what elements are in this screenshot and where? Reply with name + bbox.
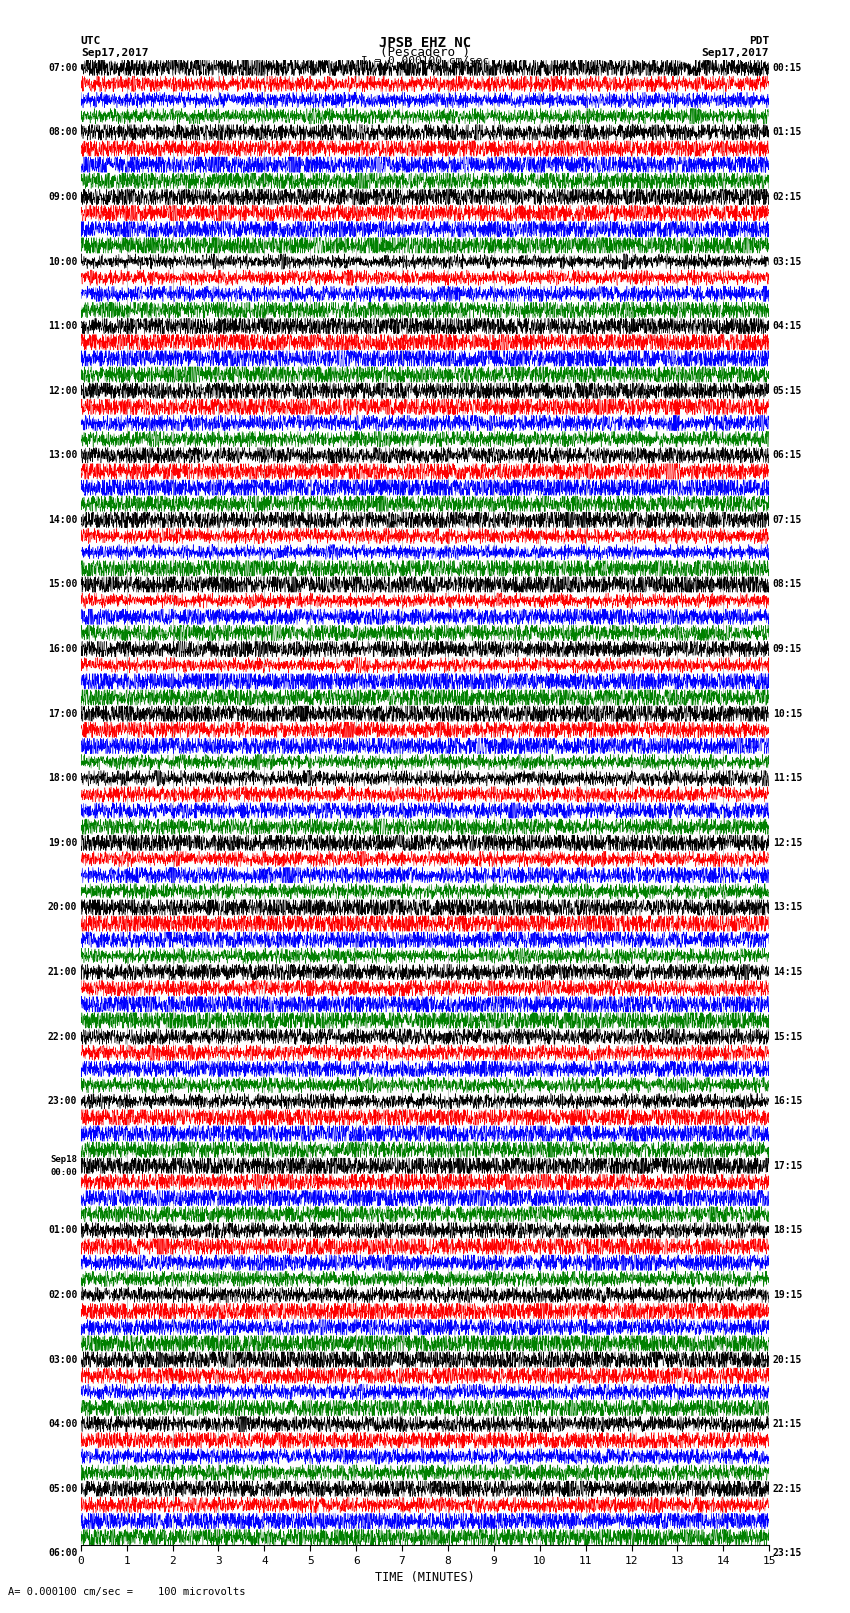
Text: 21:15: 21:15 — [773, 1419, 802, 1429]
Text: PDT: PDT — [749, 37, 769, 47]
Text: 18:15: 18:15 — [773, 1226, 802, 1236]
Text: Sep17,2017: Sep17,2017 — [81, 47, 148, 58]
Text: 12:00: 12:00 — [48, 386, 77, 395]
Text: 04:00: 04:00 — [48, 1419, 77, 1429]
Text: 04:15: 04:15 — [773, 321, 802, 331]
Text: Sep18: Sep18 — [50, 1155, 77, 1165]
Text: 18:00: 18:00 — [48, 773, 77, 784]
Text: UTC: UTC — [81, 37, 101, 47]
Text: 13:00: 13:00 — [48, 450, 77, 460]
Text: 20:15: 20:15 — [773, 1355, 802, 1365]
Text: I = 0.000100 cm/sec: I = 0.000100 cm/sec — [361, 56, 489, 66]
Text: 19:15: 19:15 — [773, 1290, 802, 1300]
Text: 00:15: 00:15 — [773, 63, 802, 73]
Text: 10:15: 10:15 — [773, 708, 802, 719]
Text: 17:00: 17:00 — [48, 708, 77, 719]
Text: 08:00: 08:00 — [48, 127, 77, 137]
Text: 03:00: 03:00 — [48, 1355, 77, 1365]
Text: 14:00: 14:00 — [48, 515, 77, 524]
Text: 08:15: 08:15 — [773, 579, 802, 589]
Text: 05:00: 05:00 — [48, 1484, 77, 1494]
Text: 03:15: 03:15 — [773, 256, 802, 266]
Text: 15:00: 15:00 — [48, 579, 77, 589]
Text: 16:15: 16:15 — [773, 1097, 802, 1107]
Text: 02:00: 02:00 — [48, 1290, 77, 1300]
Text: 02:15: 02:15 — [773, 192, 802, 202]
Text: 15:15: 15:15 — [773, 1032, 802, 1042]
Text: 07:15: 07:15 — [773, 515, 802, 524]
Text: 11:00: 11:00 — [48, 321, 77, 331]
Text: 01:00: 01:00 — [48, 1226, 77, 1236]
Text: 12:15: 12:15 — [773, 837, 802, 848]
Text: 13:15: 13:15 — [773, 902, 802, 913]
X-axis label: TIME (MINUTES): TIME (MINUTES) — [375, 1571, 475, 1584]
Text: 09:00: 09:00 — [48, 192, 77, 202]
Text: 21:00: 21:00 — [48, 968, 77, 977]
Text: 06:00: 06:00 — [48, 1548, 77, 1558]
Text: A= 0.000100 cm/sec =    100 microvolts: A= 0.000100 cm/sec = 100 microvolts — [8, 1587, 246, 1597]
Text: 00:00: 00:00 — [50, 1168, 77, 1177]
Text: 07:00: 07:00 — [48, 63, 77, 73]
Text: 22:00: 22:00 — [48, 1032, 77, 1042]
Text: (Pescadero ): (Pescadero ) — [380, 45, 470, 60]
Text: Sep17,2017: Sep17,2017 — [702, 47, 769, 58]
Text: 06:15: 06:15 — [773, 450, 802, 460]
Text: 23:15: 23:15 — [773, 1548, 802, 1558]
Text: 17:15: 17:15 — [773, 1161, 802, 1171]
Text: 09:15: 09:15 — [773, 644, 802, 653]
Text: 14:15: 14:15 — [773, 968, 802, 977]
Text: 19:00: 19:00 — [48, 837, 77, 848]
Text: 10:00: 10:00 — [48, 256, 77, 266]
Text: JPSB EHZ NC: JPSB EHZ NC — [379, 37, 471, 50]
Text: 05:15: 05:15 — [773, 386, 802, 395]
Text: 11:15: 11:15 — [773, 773, 802, 784]
Text: 01:15: 01:15 — [773, 127, 802, 137]
Text: 16:00: 16:00 — [48, 644, 77, 653]
Text: 22:15: 22:15 — [773, 1484, 802, 1494]
Text: 20:00: 20:00 — [48, 902, 77, 913]
Text: 23:00: 23:00 — [48, 1097, 77, 1107]
